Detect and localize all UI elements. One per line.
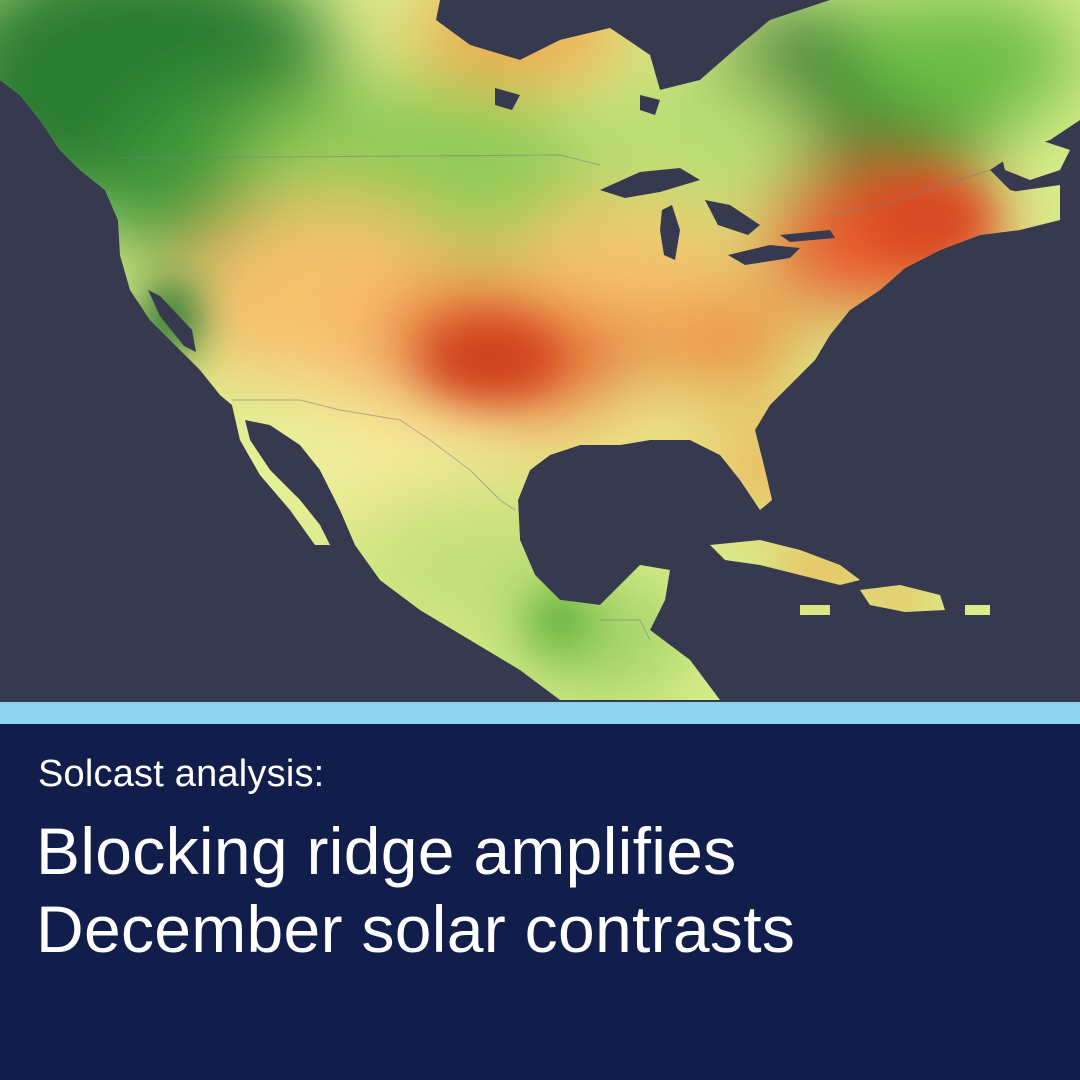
accent-divider <box>0 702 1080 724</box>
headline-line-2: December solar contrasts <box>36 892 796 966</box>
headline-line-1: Blocking ridge amplifies <box>36 814 737 888</box>
solar-anomaly-map <box>0 0 1080 702</box>
great-lakes <box>148 88 835 352</box>
borders <box>119 154 991 641</box>
kicker-text: Solcast analysis: <box>38 753 325 795</box>
caption-panel <box>0 724 1080 1080</box>
map-canvas <box>0 0 1080 702</box>
headline: Blocking ridge amplifies December solar … <box>36 812 1056 968</box>
